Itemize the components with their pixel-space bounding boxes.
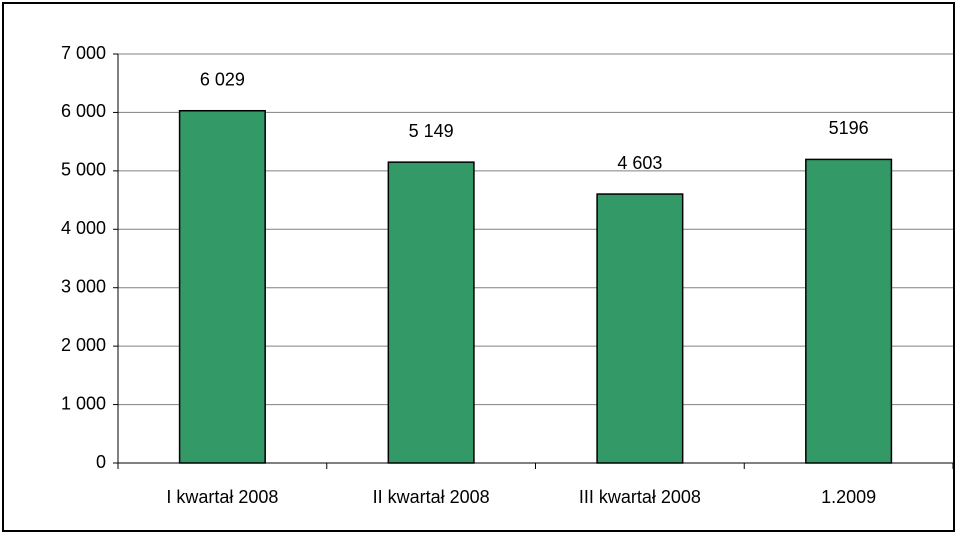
x-tick-label: II kwartał 2008 bbox=[373, 487, 490, 507]
bar bbox=[387, 161, 475, 464]
bar bbox=[596, 193, 684, 464]
y-tick-label: 0 bbox=[96, 452, 106, 472]
x-tick-label: I kwartał 2008 bbox=[166, 487, 278, 507]
y-tick-label: 3 000 bbox=[61, 276, 106, 296]
y-tick-label: 6 000 bbox=[61, 101, 106, 121]
y-tick-label: 5 000 bbox=[61, 160, 106, 180]
data-label: 5 149 bbox=[409, 121, 454, 141]
y-tick-label: 4 000 bbox=[61, 218, 106, 238]
x-tick-label: 1.2009 bbox=[821, 487, 876, 507]
y-tick-label: 7 000 bbox=[61, 43, 106, 63]
data-label: 5196 bbox=[829, 118, 869, 138]
y-tick-label: 2 000 bbox=[61, 335, 106, 355]
data-label: 6 029 bbox=[200, 69, 245, 89]
y-tick-label: 1 000 bbox=[61, 393, 106, 413]
bar bbox=[805, 158, 893, 464]
data-label: 4 603 bbox=[617, 153, 662, 173]
bar bbox=[178, 109, 266, 464]
x-tick-label: III kwartał 2008 bbox=[579, 487, 701, 507]
